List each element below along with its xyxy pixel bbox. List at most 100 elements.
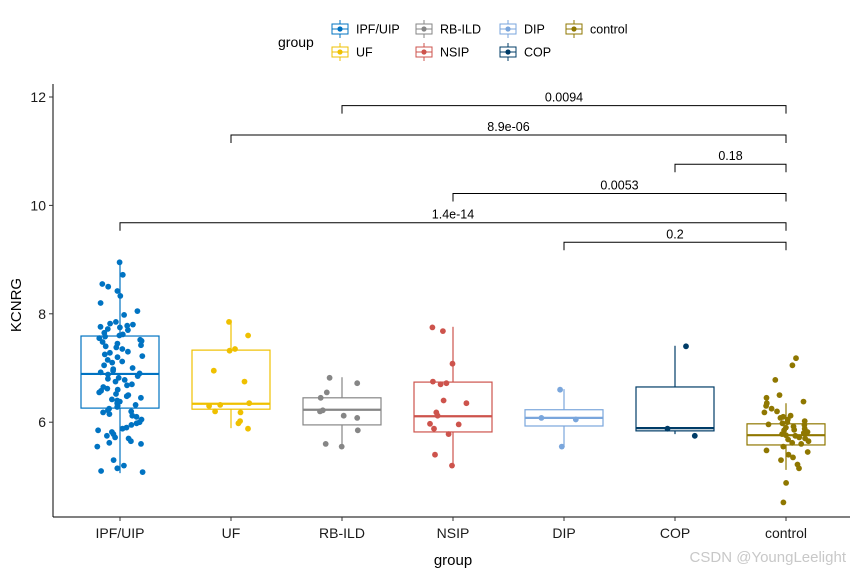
data-point	[107, 320, 113, 327]
y-tick-label: 8	[38, 306, 46, 322]
data-point	[322, 441, 329, 447]
data-point	[206, 403, 213, 409]
data-point	[796, 465, 802, 472]
legend-title: group	[278, 34, 314, 50]
data-point	[777, 415, 784, 421]
data-point	[124, 322, 131, 329]
data-point	[793, 355, 799, 362]
data-point	[138, 441, 144, 447]
data-point	[104, 326, 111, 332]
x-axis-title: group	[434, 552, 472, 569]
data-point	[104, 432, 110, 439]
box-body	[413, 381, 493, 433]
x-tick-label: control	[765, 525, 807, 541]
data-point	[538, 415, 545, 421]
data-point	[449, 462, 455, 469]
data-point	[105, 371, 111, 378]
data-point	[114, 465, 121, 472]
data-point	[449, 360, 456, 367]
data-point	[445, 431, 452, 437]
data-point	[121, 377, 128, 383]
data-point	[129, 381, 135, 388]
legend-label: RB-ILD	[440, 23, 481, 37]
data-point	[106, 439, 113, 446]
data-point	[114, 354, 121, 361]
data-point	[235, 420, 242, 427]
legend-item-dip: DIP	[499, 20, 545, 38]
bracket-line	[341, 105, 787, 114]
data-point	[317, 394, 324, 401]
data-point	[104, 357, 111, 363]
legend-key-point	[571, 26, 577, 32]
data-point	[763, 447, 770, 454]
data-point	[241, 378, 248, 385]
data-point	[106, 411, 113, 417]
legend-key-point	[505, 26, 511, 32]
boxes	[80, 261, 826, 474]
data-point	[432, 451, 438, 458]
data-point	[804, 449, 811, 455]
legend-item-ipf-uip: IPF/UIP	[331, 20, 400, 38]
data-point	[323, 389, 330, 396]
p-value-label: 1.4e-14	[432, 208, 474, 222]
legend-key-point	[337, 49, 343, 55]
data-point	[800, 398, 807, 405]
data-point	[779, 420, 786, 427]
data-point	[94, 443, 101, 450]
legend-label: DIP	[524, 23, 545, 37]
data-point	[112, 434, 118, 441]
box-dip	[524, 389, 604, 448]
p-value-label: 0.0094	[545, 91, 583, 105]
data-point	[119, 346, 126, 352]
data-point	[805, 438, 812, 445]
data-point	[691, 432, 698, 439]
data-point	[138, 394, 144, 401]
data-point	[114, 288, 121, 294]
data-point	[338, 443, 345, 450]
data-point	[800, 430, 807, 436]
legend-key-point	[421, 26, 427, 32]
legend-item-nsip: NSIP	[415, 43, 469, 61]
data-point	[134, 373, 141, 379]
data-point	[110, 457, 117, 463]
p-value-label: 0.0053	[600, 178, 638, 192]
data-point	[443, 380, 450, 387]
x-tick-label: COP	[660, 525, 690, 541]
legend-label: NSIP	[440, 46, 469, 60]
data-point	[134, 308, 141, 314]
comparison-bracket: 8.9e-06	[230, 120, 787, 143]
p-value-label: 0.2	[666, 227, 683, 241]
data-point	[104, 385, 111, 392]
data-point	[115, 374, 122, 381]
data-point	[114, 404, 121, 410]
bracket-line	[452, 192, 787, 202]
data-point	[133, 413, 140, 420]
data-point	[226, 319, 232, 325]
legend-label: COP	[524, 46, 551, 60]
data-point	[785, 451, 792, 458]
data-point	[102, 333, 108, 340]
comparison-bracket: 0.0053	[452, 178, 787, 202]
data-point	[354, 415, 361, 421]
data-point	[116, 332, 123, 339]
bracket-line	[119, 222, 787, 231]
data-point	[125, 327, 131, 333]
legend-item-cop: COP	[499, 43, 551, 61]
data-point	[113, 344, 120, 351]
data-point	[132, 402, 139, 408]
data-point	[783, 432, 789, 439]
data-point	[133, 420, 140, 427]
data-point	[102, 343, 109, 350]
x-tick-label: RB-ILD	[319, 525, 365, 541]
data-point	[440, 328, 446, 334]
data-point	[763, 394, 770, 401]
data-point	[326, 374, 333, 381]
data-point	[123, 393, 130, 400]
x-tick-label: DIP	[552, 525, 575, 541]
data-point	[765, 421, 772, 428]
p-value-label: 0.18	[718, 149, 742, 163]
data-point	[237, 409, 244, 416]
box-uf	[191, 319, 271, 429]
data-point	[113, 391, 119, 397]
data-point	[212, 408, 219, 415]
